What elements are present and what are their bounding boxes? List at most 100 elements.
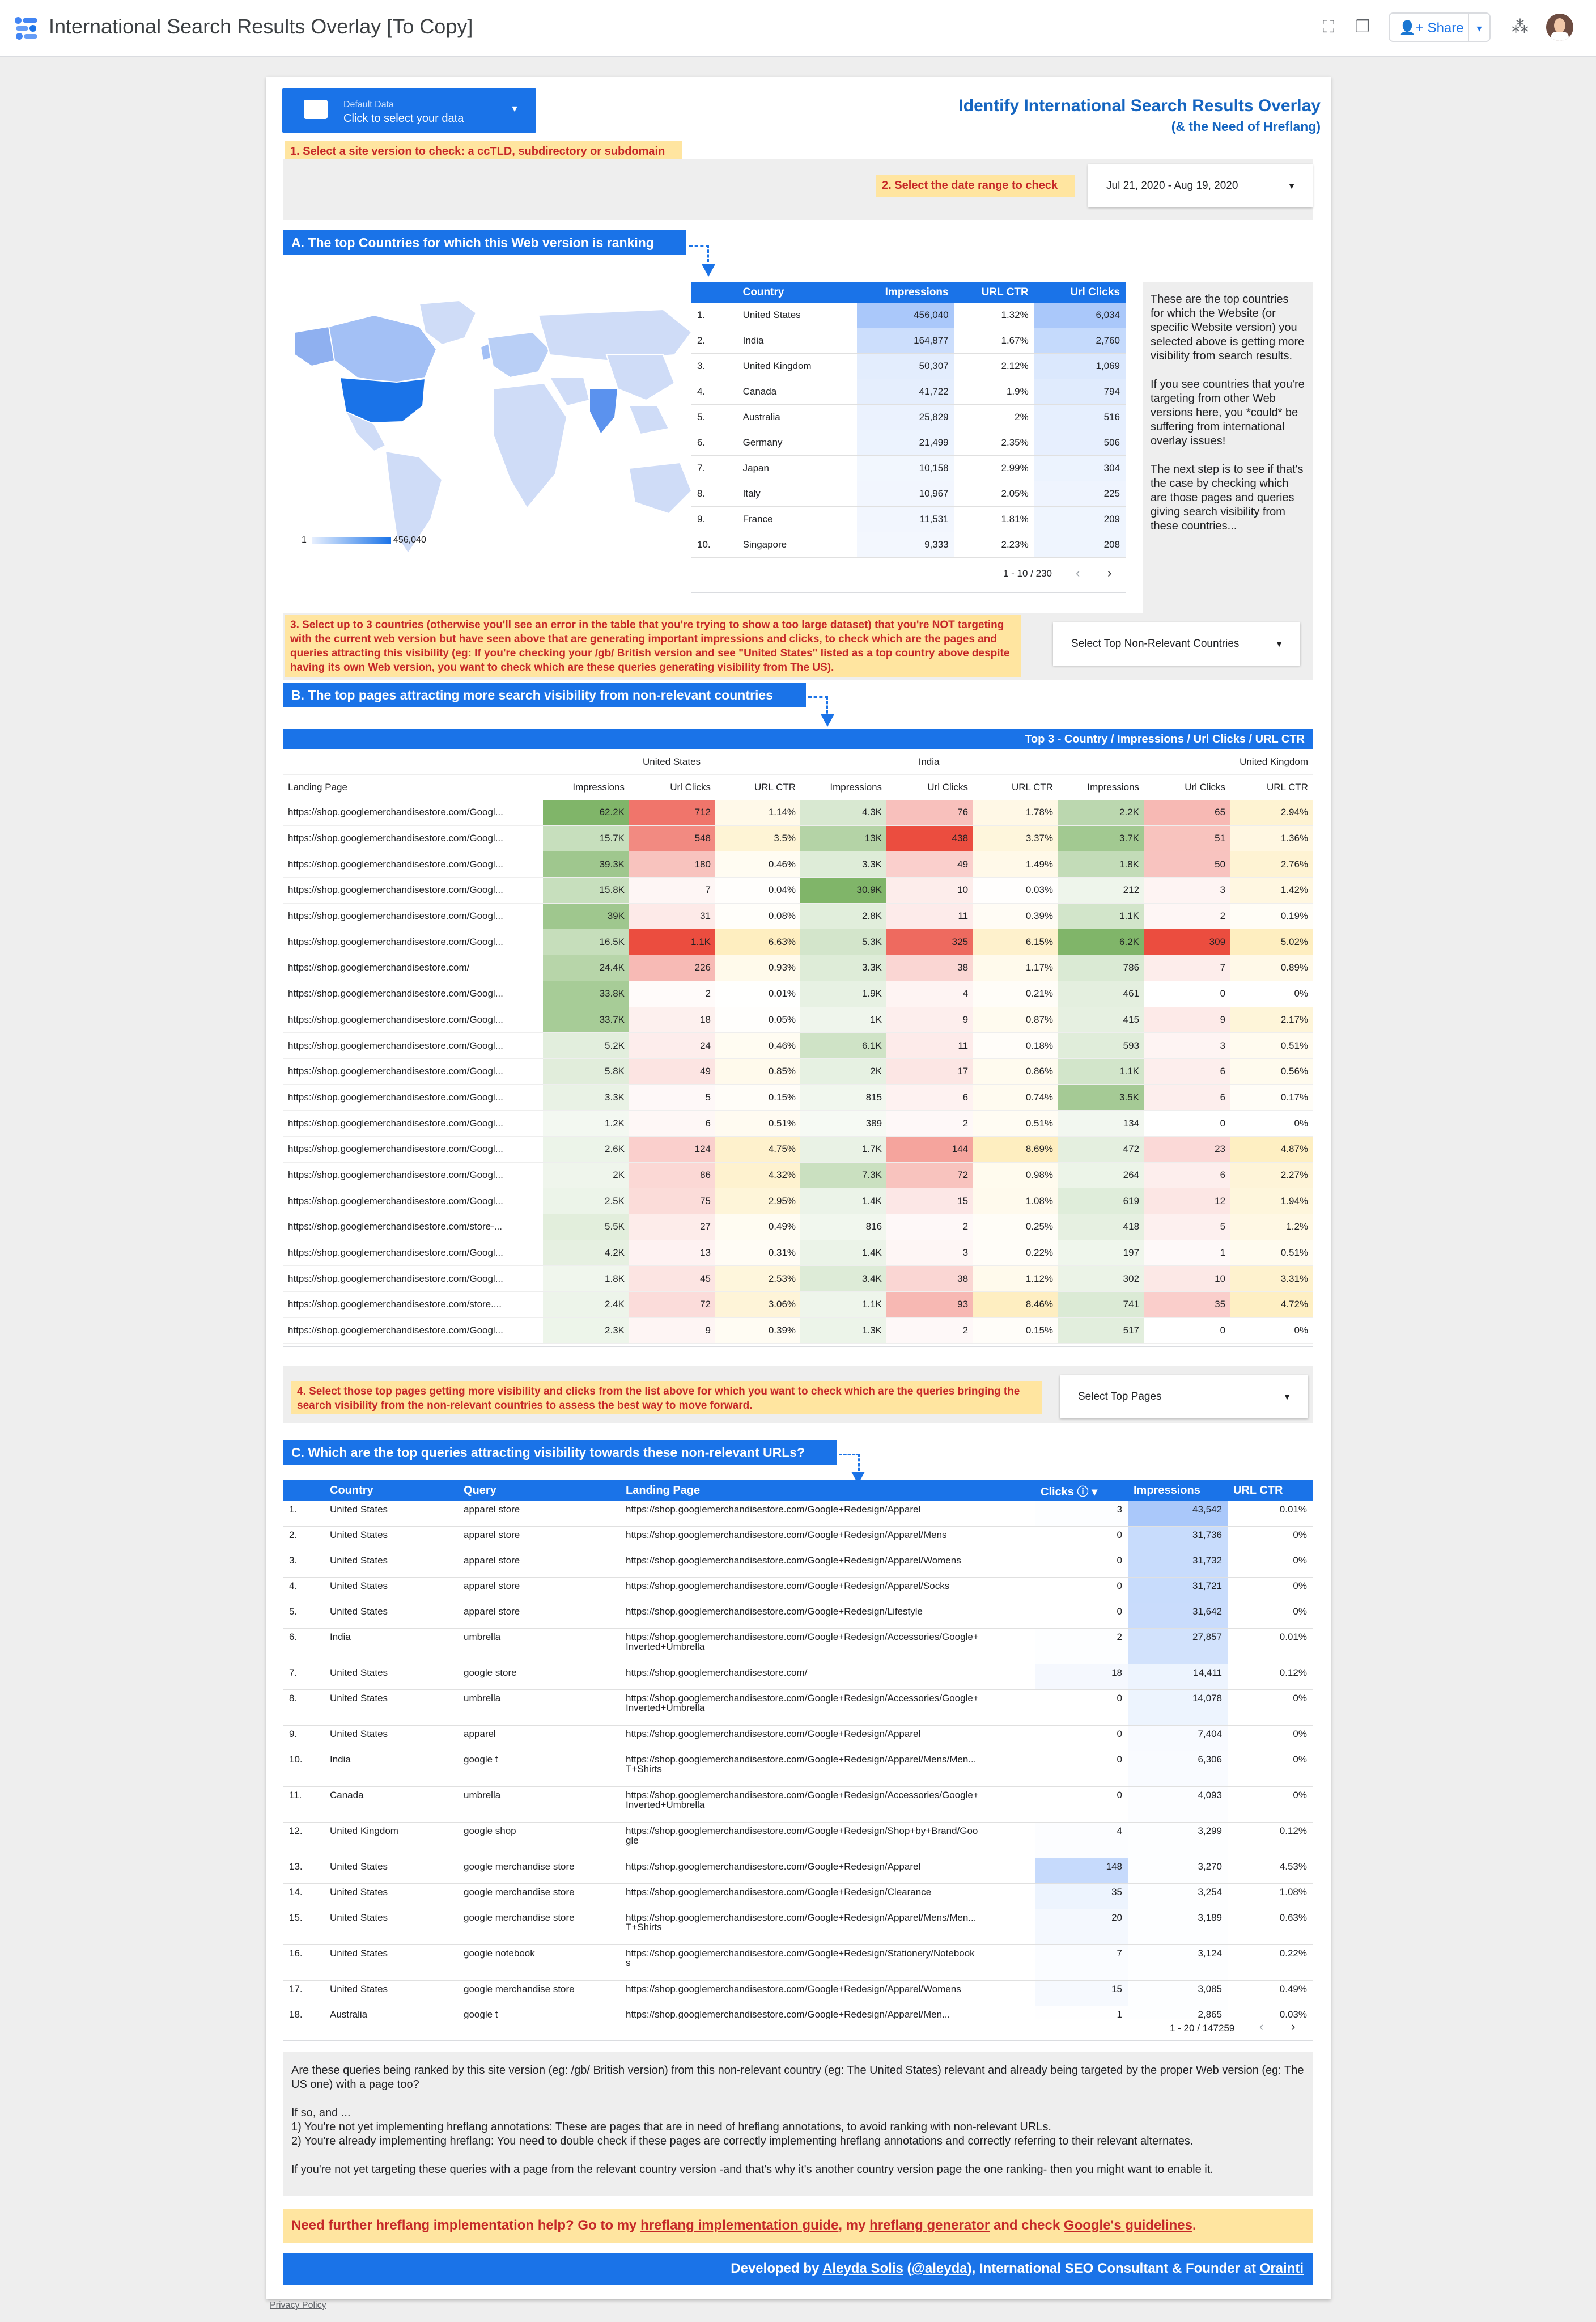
- table-row[interactable]: 3. United Kingdom 50,307 2.12% 1,069: [691, 353, 1126, 379]
- share-dropdown-icon[interactable]: ▾: [1468, 14, 1489, 41]
- aleyda-solis-link[interactable]: Aleyda Solis: [822, 2261, 903, 2276]
- pivot-metric-header[interactable]: URL CTR: [754, 782, 796, 793]
- table-row[interactable]: https://shop.googlemerchandisestore.com/…: [283, 929, 1313, 956]
- hreflang-generator-link[interactable]: hreflang generator: [869, 2218, 990, 2233]
- table-row[interactable]: 1. United States apparel store https://shop…: [283, 1501, 1313, 1527]
- pivot-metric-header[interactable]: Impressions: [830, 782, 882, 793]
- table-row[interactable]: https://shop.googlemerchandisestore.com/…: [283, 1291, 1313, 1318]
- table-row[interactable]: 11. Canada umbrella https://shop.googlemerc…: [283, 1786, 1313, 1823]
- col-url-clicks[interactable]: Url Clicks: [1034, 282, 1126, 303]
- data-source-selector[interactable]: Default Data Click to select your data ▼: [282, 88, 536, 133]
- clicks-value: 208: [1034, 532, 1126, 558]
- table-row[interactable]: https://shop.googlemerchandisestore.com/…: [283, 1265, 1313, 1293]
- table-row[interactable]: 14. United States google merchandise store…: [283, 1883, 1313, 1909]
- table-row[interactable]: https://shop.googlemerchandisestore.com/…: [283, 1058, 1313, 1085]
- table-row[interactable]: 4. Canada 41,722 1.9% 794: [691, 379, 1126, 405]
- table-row[interactable]: https://shop.googlemerchandisestore.com/…: [283, 1136, 1313, 1163]
- table-row[interactable]: 7. United States google store https://shop.…: [283, 1664, 1313, 1690]
- pivot-metric-header[interactable]: URL CTR: [1011, 782, 1054, 793]
- table-row[interactable]: 16. United States google notebook https://s…: [283, 1944, 1313, 1981]
- impressions-cell: 39K: [543, 903, 629, 930]
- twitter-handle-link[interactable]: @aleyda: [911, 2261, 967, 2276]
- table-row[interactable]: 9. United States apparel https://shop.googl…: [283, 1725, 1313, 1751]
- col-impressions[interactable]: Impressions: [1128, 1480, 1228, 1501]
- col-clicks[interactable]: Clicks ⓘ ▾: [1035, 1480, 1128, 1501]
- copy-report-icon[interactable]: ❐: [1355, 18, 1370, 36]
- orainti-link[interactable]: Orainti: [1259, 2261, 1304, 2276]
- share-button[interactable]: 👤+ Share ▾: [1389, 12, 1491, 42]
- table-row[interactable]: 8. United States umbrella https://shop.goog…: [283, 1689, 1313, 1726]
- impressions-cell: 5.3K: [800, 929, 887, 956]
- table-row[interactable]: 13. United States google merchandise store…: [283, 1858, 1313, 1884]
- help-icon[interactable]: ⓘ: [1077, 1485, 1089, 1498]
- table-row[interactable]: https://shop.googlemerchandisestore.com/…: [283, 1317, 1313, 1344]
- page-selector[interactable]: Select Top Pages ▼: [1060, 1375, 1308, 1418]
- col-country[interactable]: Country: [737, 282, 858, 303]
- table-row[interactable]: 9. France 11,531 1.81% 209: [691, 506, 1126, 532]
- table-row[interactable]: https://shop.googlemerchandisestore.com/…: [283, 1214, 1313, 1240]
- table-row[interactable]: https://shop.googlemerchandisestore.com/…: [283, 955, 1313, 981]
- pivot-metric-header[interactable]: Url Clicks: [670, 782, 711, 793]
- ctr-cell: 0.19%: [1230, 903, 1313, 930]
- table-row[interactable]: https://shop.googlemerchandisestore.com/…: [283, 1084, 1313, 1111]
- table-row[interactable]: 10. India google t https://shop.googlemerch…: [283, 1751, 1313, 1787]
- pivot-metric-header[interactable]: Impressions: [572, 782, 625, 793]
- table-row[interactable]: 5. Australia 25,829 2% 516: [691, 404, 1126, 430]
- table-row[interactable]: 6. Germany 21,499 2.35% 506: [691, 430, 1126, 456]
- report-title[interactable]: International Search Results Overlay [To…: [49, 15, 473, 38]
- table-row[interactable]: https://shop.googlemerchandisestore.com/…: [283, 1007, 1313, 1033]
- country-name: France: [737, 506, 858, 532]
- next-page-icon[interactable]: ›: [1107, 566, 1112, 580]
- table-row[interactable]: https://shop.googlemerchandisestore.com/…: [283, 903, 1313, 930]
- hreflang-guide-link[interactable]: hreflang implementation guide: [640, 2218, 839, 2233]
- table-row[interactable]: https://shop.googlemerchandisestore.com/…: [283, 981, 1313, 1007]
- table-row[interactable]: 3. United States apparel store https://shop…: [283, 1552, 1313, 1578]
- pivot-metric-header[interactable]: Url Clicks: [1185, 782, 1226, 793]
- next-page-icon[interactable]: ›: [1291, 2019, 1296, 2033]
- world-geo-map[interactable]: [289, 293, 697, 570]
- country-selector[interactable]: Select Top Non-Relevant Countries ▼: [1053, 622, 1300, 666]
- table-row[interactable]: https://shop.googlemerchandisestore.com/…: [283, 800, 1313, 826]
- table-row[interactable]: 10. Singapore 9,333 2.23% 208: [691, 532, 1126, 558]
- sort-desc-icon[interactable]: ▾: [1092, 1485, 1098, 1498]
- col-landing-page[interactable]: Landing Page: [620, 1480, 1035, 1501]
- table-row[interactable]: https://shop.googlemerchandisestore.com/…: [283, 825, 1313, 852]
- table-row[interactable]: 6. India umbrella https://shop.googlemercha…: [283, 1628, 1313, 1664]
- col-url-ctr[interactable]: URL CTR: [954, 282, 1034, 303]
- landing-page-cell: https://shop.googlemerchandisestore.com/…: [620, 1603, 1035, 1629]
- table-row[interactable]: 2. India 164,877 1.67% 2,760: [691, 328, 1126, 354]
- pivot-metric-header[interactable]: Impressions: [1087, 782, 1140, 793]
- table-row[interactable]: https://shop.googlemerchandisestore.com/…: [283, 851, 1313, 878]
- prev-page-icon[interactable]: ‹: [1259, 2019, 1264, 2033]
- table-row[interactable]: 7. Japan 10,158 2.99% 304: [691, 455, 1126, 481]
- table-row[interactable]: 17. United States google merchandise store…: [283, 1980, 1313, 2006]
- table-row[interactable]: 5. United States apparel store https://shop…: [283, 1603, 1313, 1629]
- table-row[interactable]: 12. United Kingdom google shop https://shop…: [283, 1822, 1313, 1858]
- pivot-metric-header[interactable]: Url Clicks: [927, 782, 969, 793]
- table-row[interactable]: 1. United States 456,040 1.32% 6,034: [691, 303, 1126, 328]
- fullscreen-icon[interactable]: ⛶: [1322, 18, 1335, 36]
- privacy-policy-link[interactable]: Privacy Policy: [270, 2300, 326, 2310]
- table-row[interactable]: https://shop.googlemerchandisestore.com/…: [283, 1240, 1313, 1266]
- pivot-metric-header[interactable]: URL CTR: [1266, 782, 1309, 793]
- prev-page-icon[interactable]: ‹: [1076, 566, 1080, 580]
- table-row[interactable]: https://shop.googlemerchandisestore.com/…: [283, 1188, 1313, 1214]
- table-row[interactable]: 8. Italy 10,967 2.05% 225: [691, 481, 1126, 507]
- table-row[interactable]: https://shop.googlemerchandisestore.com/…: [283, 1032, 1313, 1059]
- table-row[interactable]: 2. United States apparel store https://shop…: [283, 1526, 1313, 1552]
- table-row[interactable]: https://shop.googlemerchandisestore.com/…: [283, 1162, 1313, 1189]
- col-impressions[interactable]: Impressions: [857, 282, 954, 303]
- col-url-ctr[interactable]: URL CTR: [1228, 1480, 1313, 1501]
- col-landing-page[interactable]: Landing Page: [288, 782, 347, 793]
- avatar[interactable]: [1546, 14, 1573, 41]
- apps-grid-icon[interactable]: ⁂: [1512, 18, 1529, 36]
- table-row[interactable]: 15. United States google merchandise store…: [283, 1909, 1313, 1945]
- google-guidelines-link[interactable]: Google's guidelines: [1063, 2218, 1192, 2233]
- table-row[interactable]: 4. United States apparel store https://shop…: [283, 1577, 1313, 1603]
- col-country[interactable]: Country: [324, 1480, 458, 1501]
- date-range-selector[interactable]: Jul 21, 2020 - Aug 19, 2020 ▼: [1088, 164, 1313, 207]
- table-row[interactable]: https://shop.googlemerchandisestore.com/…: [283, 877, 1313, 904]
- looker-studio-logo-icon[interactable]: [14, 16, 39, 41]
- table-row[interactable]: https://shop.googlemerchandisestore.com/…: [283, 1110, 1313, 1137]
- col-query[interactable]: Query: [458, 1480, 620, 1501]
